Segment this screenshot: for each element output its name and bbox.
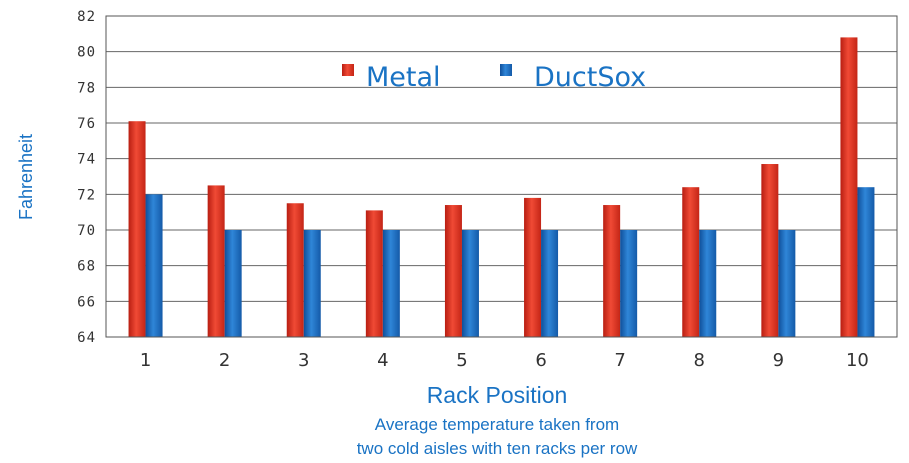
subtitle-line-2: two cold aisles with ten racks per row	[357, 439, 638, 458]
legend-label-metal: Metal	[366, 62, 441, 93]
bar-metal-7	[603, 205, 621, 337]
bar-metal-9	[761, 164, 779, 337]
legend-item-metal: Metal	[342, 62, 441, 93]
bar-ductsox-1	[145, 194, 163, 337]
y-axis-ticks: 64 66 68 70 72 74 76 78 80 82	[77, 9, 96, 346]
bar-ductsox-4	[382, 230, 400, 337]
bar-metal-3	[286, 203, 304, 337]
bar-metal-4	[365, 210, 383, 337]
bar-ductsox-2	[224, 230, 242, 337]
x-tick-label: 5	[456, 350, 467, 371]
legend: Metal DuctSox	[342, 62, 646, 93]
y-tick-label: 76	[77, 116, 96, 132]
x-axis-ticks: 1 2 3 4 5 6 7 8 9 10	[140, 350, 869, 371]
y-tick-label: 82	[77, 9, 96, 25]
legend-swatch-ductsox	[500, 64, 512, 76]
x-tick-label: 7	[614, 350, 625, 371]
x-tick-label: 1	[140, 350, 151, 371]
x-tick-label: 6	[535, 350, 546, 371]
y-tick-label: 74	[77, 152, 96, 168]
bar-metal-1	[128, 121, 146, 337]
y-tick-label: 64	[77, 330, 96, 346]
bar-ductsox-7	[620, 230, 638, 337]
bar-metal-5	[444, 205, 462, 337]
x-tick-label: 3	[298, 350, 309, 371]
x-tick-label: 10	[846, 350, 869, 371]
legend-label-ductsox: DuctSox	[534, 62, 646, 93]
y-tick-label: 70	[77, 223, 96, 239]
y-tick-label: 78	[77, 80, 96, 96]
bar-metal-2	[207, 185, 225, 337]
y-tick-label: 68	[77, 259, 96, 275]
x-tick-label: 9	[773, 350, 784, 371]
bar-ductsox-8	[699, 230, 717, 337]
y-tick-label: 80	[77, 45, 96, 61]
bar-ductsox-3	[303, 230, 321, 337]
bar-ductsox-9	[778, 230, 796, 337]
plot-frame	[105, 15, 898, 338]
legend-swatch-metal	[342, 64, 354, 76]
bar-metal-8	[682, 187, 700, 337]
bars	[128, 37, 875, 338]
subtitle-line-1: Average temperature taken from	[375, 415, 619, 434]
x-axis-label: Rack Position	[427, 382, 568, 408]
legend-item-ductsox: DuctSox	[500, 62, 646, 93]
x-tick-label: 4	[377, 350, 388, 371]
bar-ductsox-5	[461, 230, 479, 337]
bar-metal-6	[524, 197, 542, 337]
bar-ductsox-6	[541, 230, 559, 337]
x-tick-label: 2	[219, 350, 230, 371]
bar-ductsox-10	[857, 187, 875, 337]
y-tick-label: 66	[77, 294, 96, 310]
x-tick-label: 8	[694, 350, 705, 371]
y-axis-label: Fahrenheit	[16, 134, 36, 220]
bar-metal-10	[840, 37, 858, 338]
y-tick-label: 72	[77, 187, 96, 203]
